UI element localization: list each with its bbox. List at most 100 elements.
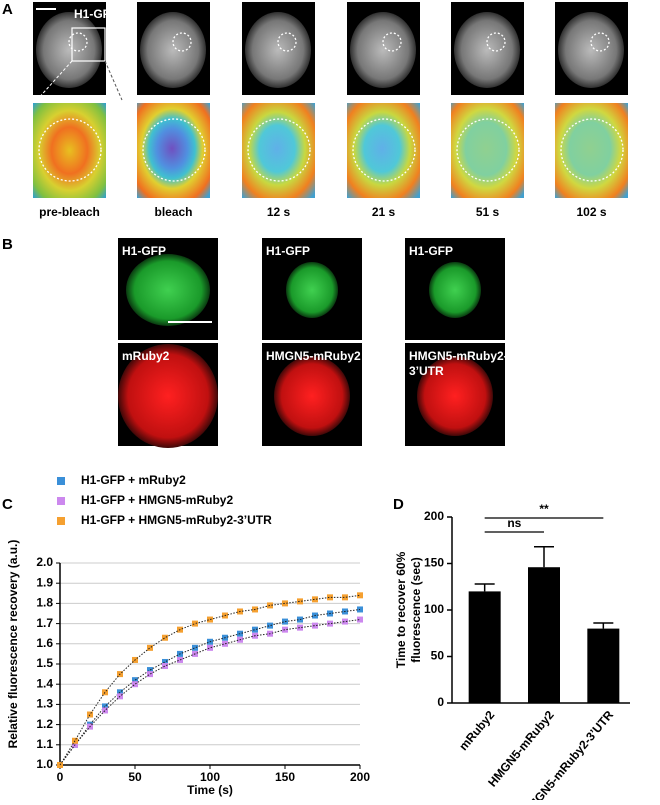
nucleus-green bbox=[286, 262, 338, 318]
heatmap bbox=[347, 103, 420, 198]
time-label: 21 s bbox=[372, 205, 396, 219]
data-point bbox=[162, 658, 168, 665]
x-tick-label: 150 bbox=[275, 770, 295, 784]
data-point bbox=[162, 634, 168, 641]
bleach-roi bbox=[456, 118, 520, 182]
channel-label: mRuby2 bbox=[122, 349, 170, 363]
significance-label: ns bbox=[507, 516, 521, 530]
channel-label: H1-GFP bbox=[74, 7, 118, 21]
data-point bbox=[267, 602, 273, 609]
zoom-box bbox=[71, 27, 106, 62]
data-point bbox=[327, 620, 333, 627]
x-tick-label: 0 bbox=[57, 770, 64, 784]
channel-label: 3’UTR bbox=[409, 364, 444, 378]
nucleus-green bbox=[126, 254, 210, 326]
heatmap bbox=[555, 103, 628, 198]
data-point bbox=[207, 644, 213, 651]
data-point bbox=[102, 703, 108, 710]
heatmap bbox=[33, 103, 106, 198]
channel-label: H1-GFP bbox=[122, 244, 166, 258]
nucleus bbox=[454, 12, 520, 88]
data-point bbox=[147, 644, 153, 651]
data-point bbox=[72, 737, 78, 744]
y-tick-label: 1.3 bbox=[36, 697, 53, 711]
y-tick-label: 1.0 bbox=[36, 757, 53, 771]
time-label: bleach bbox=[154, 205, 192, 219]
data-point bbox=[312, 622, 318, 629]
data-point bbox=[147, 671, 153, 678]
data-point bbox=[282, 618, 288, 625]
legend-label: H1-GFP + HMGN5-mRuby2 bbox=[81, 493, 233, 507]
bar bbox=[587, 628, 620, 703]
legend-marker bbox=[57, 517, 65, 525]
data-point bbox=[222, 640, 228, 647]
data-point bbox=[297, 598, 303, 605]
zoom-line bbox=[35, 60, 73, 102]
data-point bbox=[312, 596, 318, 603]
cell-red bbox=[118, 344, 218, 448]
data-point bbox=[357, 592, 363, 599]
bleach-roi bbox=[247, 118, 311, 182]
bleach-roi bbox=[142, 118, 206, 182]
x-axis-title: Time (s) bbox=[187, 783, 233, 797]
heatmap bbox=[137, 103, 210, 198]
data-point bbox=[357, 616, 363, 623]
channel-label: H1-GFP bbox=[266, 244, 310, 258]
data-point bbox=[192, 620, 198, 627]
cell-red bbox=[417, 356, 493, 436]
bleach-roi bbox=[38, 118, 102, 182]
nucleus-green bbox=[429, 262, 481, 318]
data-point bbox=[117, 689, 123, 696]
legend-label: H1-GFP + mRuby2 bbox=[81, 473, 186, 487]
bleach-roi bbox=[352, 118, 416, 182]
bar bbox=[468, 591, 501, 703]
bleach-roi bbox=[560, 118, 624, 182]
channel-label: H1-GFP bbox=[409, 244, 453, 258]
time-label: 12 s bbox=[267, 205, 291, 219]
nucleus bbox=[36, 12, 102, 88]
nucleus bbox=[140, 12, 206, 88]
y-tick-label: 2.0 bbox=[36, 555, 53, 569]
series-line bbox=[59, 594, 361, 766]
bleach-roi bbox=[486, 32, 506, 52]
panel-letter: C bbox=[2, 496, 13, 513]
y-tick-label: 50 bbox=[431, 649, 445, 663]
x-tick-label: 50 bbox=[128, 770, 142, 784]
bar bbox=[528, 567, 560, 703]
data-point bbox=[87, 711, 93, 718]
data-point bbox=[282, 600, 288, 607]
panel-letter: D bbox=[393, 496, 404, 513]
legend-marker bbox=[57, 477, 65, 485]
y-tick-label: 1.2 bbox=[36, 717, 53, 731]
panel-letter: B bbox=[2, 236, 13, 253]
heatmap bbox=[451, 103, 524, 198]
bleach-roi bbox=[277, 32, 297, 52]
y-tick-label: 1.6 bbox=[36, 636, 53, 650]
time-label: pre-bleach bbox=[39, 205, 100, 219]
panel-letter: A bbox=[2, 1, 13, 18]
nucleus bbox=[558, 12, 624, 88]
y-tick-label: 1.4 bbox=[36, 676, 53, 690]
bleach-roi bbox=[590, 32, 610, 52]
data-point bbox=[207, 616, 213, 623]
data-point bbox=[327, 594, 333, 601]
series-line bbox=[59, 608, 361, 766]
y-axis-title: Relative fluorescence recovery (a.u.) bbox=[6, 540, 20, 749]
y-tick-label: 1.5 bbox=[36, 656, 53, 670]
legend-label: H1-GFP + HMGN5-mRuby2-3’UTR bbox=[81, 513, 272, 527]
data-point bbox=[342, 618, 348, 625]
bleach-roi bbox=[172, 32, 192, 52]
y-tick-label: 1.1 bbox=[36, 737, 53, 751]
data-point bbox=[192, 644, 198, 651]
y-tick-label: 150 bbox=[424, 556, 444, 570]
data-point bbox=[297, 624, 303, 631]
y-tick-label: 200 bbox=[424, 509, 444, 523]
data-point bbox=[252, 626, 258, 633]
x-tick-label: 200 bbox=[350, 770, 370, 784]
data-point bbox=[282, 626, 288, 633]
x-tick-label: mRuby2 bbox=[456, 708, 497, 754]
bleach-roi bbox=[382, 32, 402, 52]
time-label: 102 s bbox=[576, 205, 606, 219]
x-tick-label: 100 bbox=[200, 770, 220, 784]
